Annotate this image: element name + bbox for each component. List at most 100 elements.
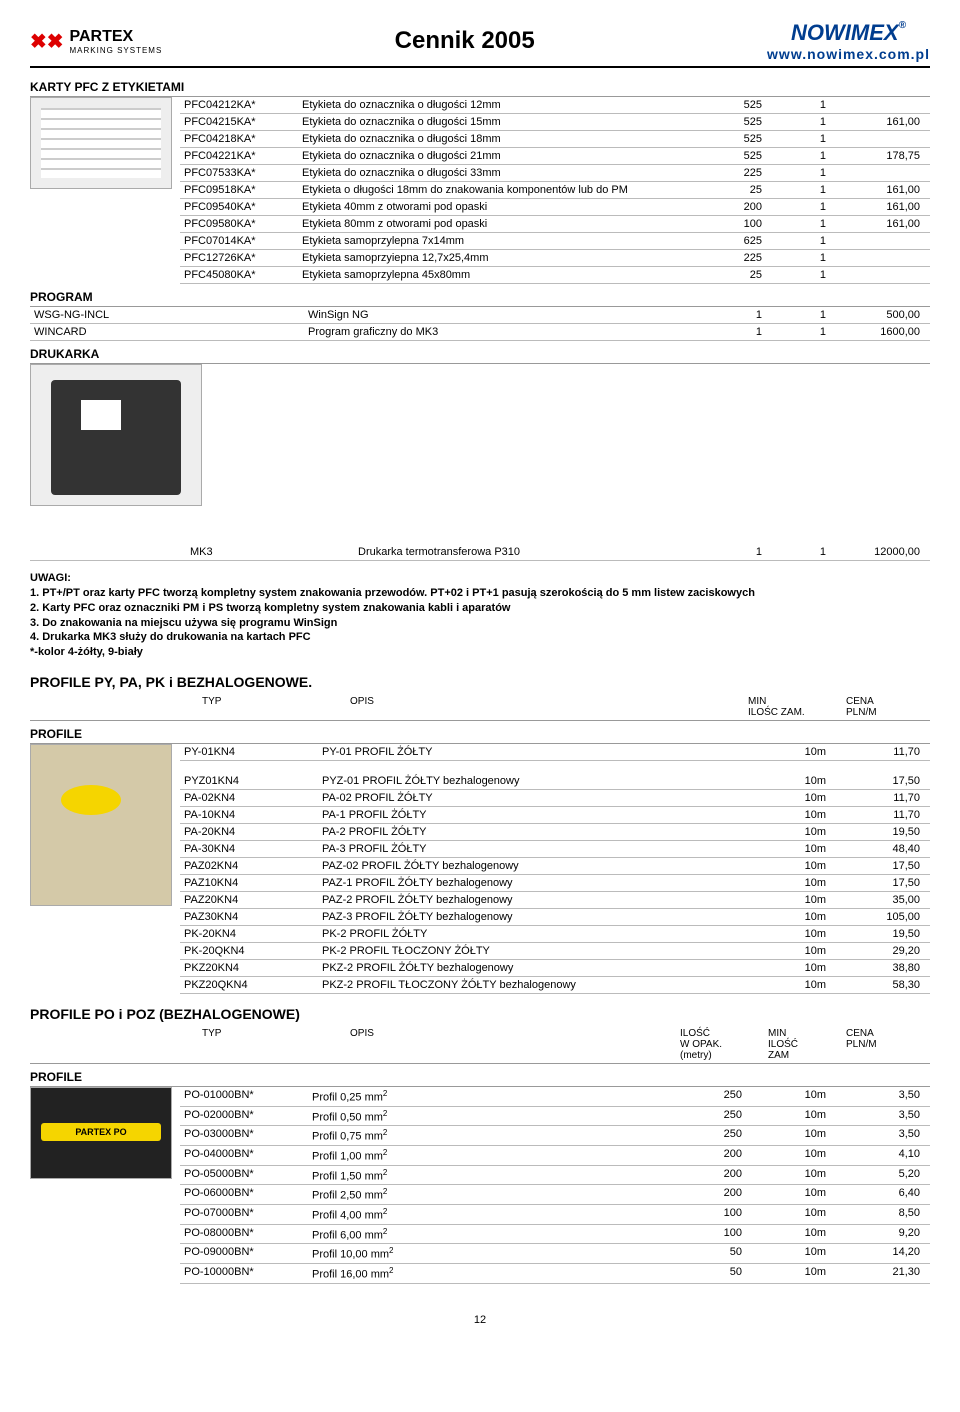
cell-min: 10m: [732, 841, 836, 858]
note-line: 1. PT+/PT oraz karty PFC tworzą kompletn…: [30, 587, 755, 599]
table-row: PAZ02KN4PAZ-02 PROFIL ŻÓŁTY bezhalogenow…: [180, 858, 930, 875]
cell-c3: 6,40: [836, 1185, 930, 1205]
cell-min: 10m: [732, 807, 836, 824]
cell-code: MK3: [30, 544, 354, 561]
cell-code: PK-20QKN4: [180, 943, 318, 960]
cell-c2: 1: [772, 199, 836, 216]
cell-code: PFC07533KA*: [180, 165, 298, 182]
table-row: PO-07000BN*Profil 4,00 mm210010m8,50: [180, 1205, 930, 1225]
poz-block: PO-01000BN*Profil 0,25 mm225010m3,50PO-0…: [30, 1087, 930, 1284]
cell-desc: PAZ-02 PROFIL ŻÓŁTY bezhalogenowy: [318, 858, 732, 875]
table-row: PO-09000BN*Profil 10,00 mm25010m14,20: [180, 1244, 930, 1264]
cell-code: WSG-NG-INCL: [30, 307, 198, 324]
cell-desc: PA-2 PROFIL ŻÓŁTY: [318, 824, 732, 841]
cell-code: PA-02KN4: [180, 790, 318, 807]
cell-desc: Profil 0,75 mm2: [308, 1126, 658, 1146]
cell-code: PO-08000BN*: [180, 1224, 308, 1244]
cell-cena: 11,70: [836, 744, 930, 761]
cell-c3: [836, 131, 930, 148]
table-row: PO-03000BN*Profil 0,75 mm225010m3,50: [180, 1126, 930, 1146]
cell-code: PFC07014KA*: [180, 233, 298, 250]
cell-desc: PKZ-2 PROFIL ŻÓŁTY bezhalogenowy: [318, 960, 732, 977]
cell-code: PO-01000BN*: [180, 1087, 308, 1106]
cell-c1: 1: [698, 324, 772, 341]
section-pfc-title: KARTY PFC Z ETYKIETAMI: [30, 80, 930, 97]
cell-cena: 38,80: [836, 960, 930, 977]
col-typ: TYP: [198, 1026, 346, 1064]
col-head-row: TYP OPIS MIN ILOŚC ZAM. CENA PLN/M: [30, 694, 930, 721]
brand-right: NOWIMEX: [791, 20, 899, 45]
cell-code: PO-02000BN*: [180, 1106, 308, 1126]
cell-code: PAZ10KN4: [180, 875, 318, 892]
cell-desc: PAZ-3 PROFIL ŻÓŁTY bezhalogenowy: [318, 909, 732, 926]
cell-c2: 1: [772, 307, 836, 324]
cell-cena: 19,50: [836, 926, 930, 943]
cell-c3: 3,50: [836, 1087, 930, 1106]
cell-code: PFC09540KA*: [180, 199, 298, 216]
cell-min: 10m: [732, 858, 836, 875]
profile-label-2: PROFILE: [30, 1070, 930, 1087]
x-icon: ✖✖: [30, 29, 64, 54]
cell-c3: 1600,00: [836, 324, 930, 341]
cell-c2: 1: [772, 216, 836, 233]
profiles-table: PY-01KN4PY-01 PROFIL ŻÓŁTY10m11,70PYZ01K…: [180, 744, 930, 994]
cell-code: PFC04221KA*: [180, 148, 298, 165]
poz-head-table: TYP OPIS ILOŚĆ W OPAK. (metry) MIN ILOŚĆ…: [30, 1026, 930, 1064]
cell-desc: Etykieta do oznacznika o długości 21mm: [298, 148, 698, 165]
page-header: ✖✖ PARTEX MARKING SYSTEMS Cennik 2005 NO…: [30, 20, 930, 68]
cell-c3: 178,75: [836, 148, 930, 165]
cell-c3: 9,20: [836, 1224, 930, 1244]
cell-code: PO-09000BN*: [180, 1244, 308, 1264]
col-min: MIN ILOŚĆ ZAM: [764, 1026, 842, 1064]
table-row: PO-01000BN*Profil 0,25 mm225010m3,50: [180, 1087, 930, 1106]
cell-desc: Profil 2,50 mm2: [308, 1185, 658, 1205]
cell-c1: 100: [658, 1224, 752, 1244]
cell-code: PKZ20QKN4: [180, 977, 318, 994]
cell-c2: 10m: [752, 1224, 836, 1244]
profiles-head-table: TYP OPIS MIN ILOŚC ZAM. CENA PLN/M: [30, 694, 930, 721]
table-row: PFC04215KA*Etykieta do oznacznika o dług…: [180, 114, 930, 131]
cell-c3: 161,00: [836, 199, 930, 216]
doc-title: Cennik 2005: [395, 27, 535, 55]
cell-min: 10m: [732, 943, 836, 960]
table-row: PA-02KN4PA-02 PROFIL ŻÓŁTY10m11,70: [180, 790, 930, 807]
cell-c1: 200: [698, 199, 772, 216]
cell-c2: 1: [772, 233, 836, 250]
cell-c1: 250: [658, 1106, 752, 1126]
table-row: PKZ20KN4PKZ-2 PROFIL ŻÓŁTY bezhalogenowy…: [180, 960, 930, 977]
cell-desc: PAZ-1 PROFIL ŻÓŁTY bezhalogenowy: [318, 875, 732, 892]
brand-left: PARTEX: [70, 28, 134, 45]
profiles-block-1: PY-01KN4PY-01 PROFIL ŻÓŁTY10m11,70PYZ01K…: [30, 744, 930, 994]
cell-code: PAZ20KN4: [180, 892, 318, 909]
table-row: WINCARDProgram graficzny do MK3111600,00: [30, 324, 930, 341]
cell-c1: 25: [698, 267, 772, 284]
cell-code: PFC04218KA*: [180, 131, 298, 148]
col-opis: OPIS: [346, 694, 744, 721]
cell-cena: 48,40: [836, 841, 930, 858]
cell-c3: 12000,00: [836, 544, 930, 561]
cell-c2: 1: [772, 131, 836, 148]
cell-desc: Profil 6,00 mm2: [308, 1224, 658, 1244]
cell-desc: Profil 16,00 mm2: [308, 1263, 658, 1283]
profiles-title: PROFILE PY, PA, PK i BEZHALOGENOWE.: [30, 674, 930, 690]
tm-icon: ®: [899, 20, 906, 31]
cell-c3: 4,10: [836, 1146, 930, 1166]
col-opis: OPIS: [346, 1026, 676, 1064]
cell-min: 10m: [732, 909, 836, 926]
cell-desc: PAZ-2 PROFIL ŻÓŁTY bezhalogenowy: [318, 892, 732, 909]
table-row: PFC04212KA*Etykieta do oznacznika o dług…: [180, 97, 930, 114]
cell-c3: [836, 165, 930, 182]
cell-code: PO-07000BN*: [180, 1205, 308, 1225]
profiles-poz-title: PROFILE PO i POZ (BEZHALOGENOWE): [30, 1006, 930, 1022]
section-program-title: PROGRAM: [30, 290, 930, 307]
cell-cena: 11,70: [836, 807, 930, 824]
note-line: *-kolor 4-żółty, 9-biały: [30, 646, 143, 658]
cell-c1: 50: [658, 1244, 752, 1264]
pfc-table: PFC04212KA*Etykieta do oznacznika o dług…: [180, 97, 930, 284]
cell-c2: 10m: [752, 1106, 836, 1126]
table-row: PK-20KN4PK-2 PROFIL ŻÓŁTY10m19,50: [180, 926, 930, 943]
cell-desc: Etykieta 40mm z otworami pod opaski: [298, 199, 698, 216]
cell-c3: 161,00: [836, 216, 930, 233]
cell-c1: 200: [658, 1185, 752, 1205]
cell-c2: 1: [772, 544, 836, 561]
